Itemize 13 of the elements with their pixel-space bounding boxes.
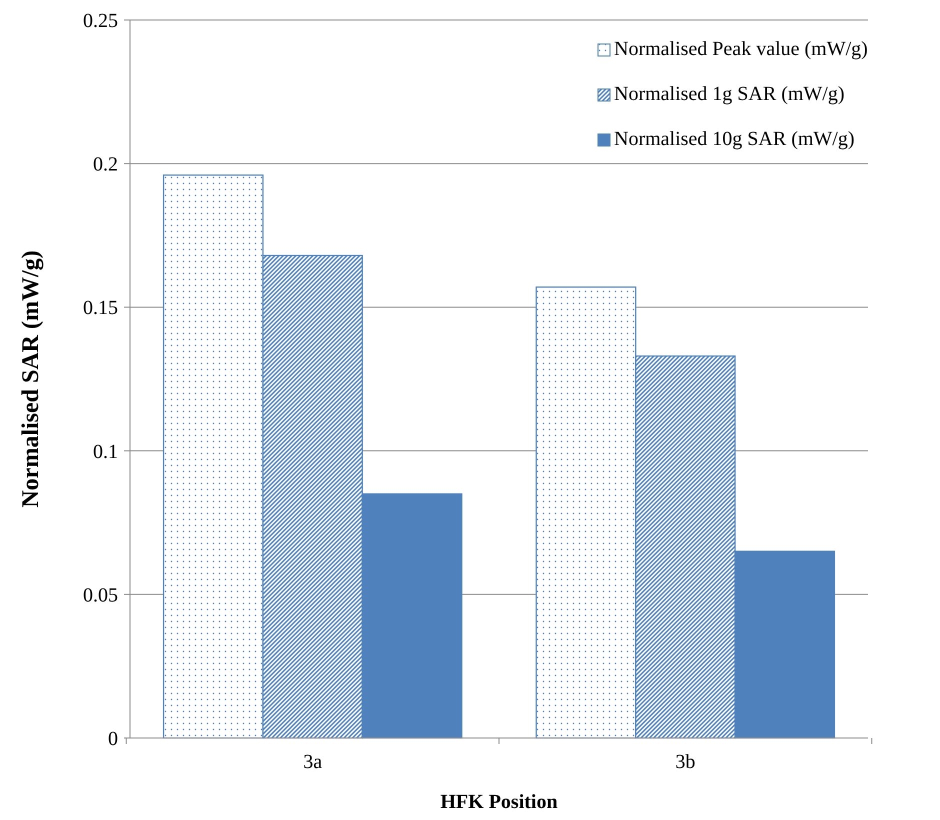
y-tick-label: 0.25 [83, 10, 118, 32]
y-tick-label: 0.05 [83, 584, 118, 606]
y-axis-title: Normalised SAR (mW/g) [18, 250, 44, 508]
x-axis-title: HFK Position [440, 791, 558, 813]
x-tick-label: 3a [303, 751, 322, 773]
legend-label: Normalised Peak value (mW/g) [614, 38, 868, 60]
x-tick-label: 3b [675, 751, 696, 773]
y-tick-label: 0 [108, 728, 118, 750]
y-tick-label: 0.15 [83, 297, 118, 320]
legend-label: Normalised 10g SAR (mW/g) [614, 128, 855, 150]
y-tick-label: 0.1 [93, 440, 118, 463]
legend-label: Normalised 1g SAR (mW/g) [614, 83, 845, 105]
y-tick-label: 0.2 [93, 154, 118, 176]
